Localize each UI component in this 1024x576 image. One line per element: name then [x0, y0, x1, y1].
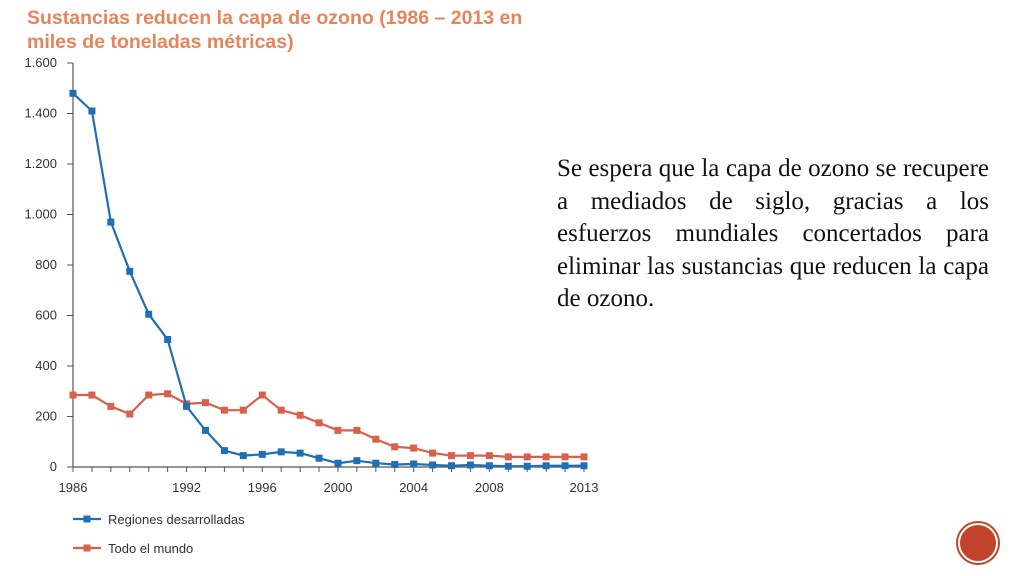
data-point [561, 453, 569, 461]
chart-axes: 0 200 400 600 800 1.000 1.200 1.400 1.600 1986 199… [24, 55, 598, 495]
slide-number-badge [958, 523, 998, 563]
data-point [69, 391, 77, 399]
data-point [69, 89, 77, 97]
data-point [466, 461, 474, 469]
data-point [315, 454, 323, 462]
x-tick-label: 2008 [475, 480, 504, 495]
data-point [239, 406, 247, 414]
line-chart: 0 200 400 600 800 1.000 1.200 1.400 1.600 1986 199… [24, 55, 598, 556]
data-point [201, 399, 209, 407]
data-point [523, 462, 531, 470]
data-point [580, 462, 588, 470]
data-point [126, 410, 134, 418]
y-tick-label: 1.000 [24, 207, 57, 222]
chart-title: Sustancias reducen la capa de ozono (198… [27, 7, 523, 53]
data-point [448, 462, 456, 470]
data-point [485, 452, 493, 460]
series-line [73, 392, 584, 458]
data-point [410, 460, 418, 468]
x-tick-label: 1992 [172, 480, 201, 495]
data-point [220, 406, 228, 414]
data-point [145, 310, 153, 318]
data-point [466, 452, 474, 460]
data-point [372, 459, 380, 467]
data-point [504, 453, 512, 461]
data-point [258, 391, 266, 399]
data-point [220, 447, 228, 455]
chart-series [69, 89, 588, 470]
data-point [183, 402, 191, 410]
data-point [542, 462, 550, 470]
data-point [391, 443, 399, 451]
y-tick-label: 1.200 [24, 156, 57, 171]
data-point [296, 411, 304, 419]
y-tick-label: 200 [35, 409, 57, 424]
slide-body-text: Se espera que la capa de ozono se recupe… [557, 155, 989, 312]
data-point [542, 453, 550, 461]
data-point [372, 435, 380, 443]
data-point [88, 107, 96, 115]
data-point [580, 453, 588, 461]
data-point [239, 452, 247, 460]
data-point [88, 391, 96, 399]
data-point [561, 462, 569, 470]
data-point [277, 448, 285, 456]
data-point [126, 267, 134, 275]
data-point [353, 426, 361, 434]
data-point [201, 426, 209, 434]
legend-label: Todo el mundo [108, 541, 193, 556]
data-point [107, 402, 115, 410]
legend-swatch-marker [83, 515, 91, 523]
data-point [334, 459, 342, 467]
data-point [334, 426, 342, 434]
x-tick-label: 2000 [324, 480, 353, 495]
x-tick-label: 1996 [248, 480, 277, 495]
data-point [277, 406, 285, 414]
x-tick-label: 2004 [399, 480, 428, 495]
y-tick-label: 1.400 [24, 106, 57, 121]
y-tick-label: 0 [50, 459, 57, 474]
y-tick-label: 600 [35, 308, 57, 323]
series-line [72, 92, 584, 468]
data-point [107, 218, 115, 226]
data-point [315, 419, 323, 427]
data-point [523, 453, 531, 461]
data-point [504, 462, 512, 470]
data-point [410, 444, 418, 452]
legend-swatch-marker [83, 544, 91, 552]
data-point [485, 462, 493, 470]
data-point [429, 449, 437, 457]
y-tick-label: 1.600 [24, 55, 57, 70]
data-point [296, 449, 304, 457]
y-tick-label: 400 [35, 358, 57, 373]
data-point [353, 457, 361, 465]
data-point [448, 452, 456, 460]
x-tick-label: 2013 [570, 480, 599, 495]
y-tick-label: 800 [35, 257, 57, 272]
legend-label: Regiones desarrolladas [108, 512, 245, 527]
data-point [145, 391, 153, 399]
data-point [391, 460, 399, 468]
data-point [164, 390, 172, 398]
data-point [429, 461, 437, 469]
data-point [164, 335, 172, 343]
chart-legend: Regiones desarrolladas Todo el mundo [73, 512, 245, 556]
data-point [258, 450, 266, 458]
x-tick-label: 1986 [59, 480, 88, 495]
